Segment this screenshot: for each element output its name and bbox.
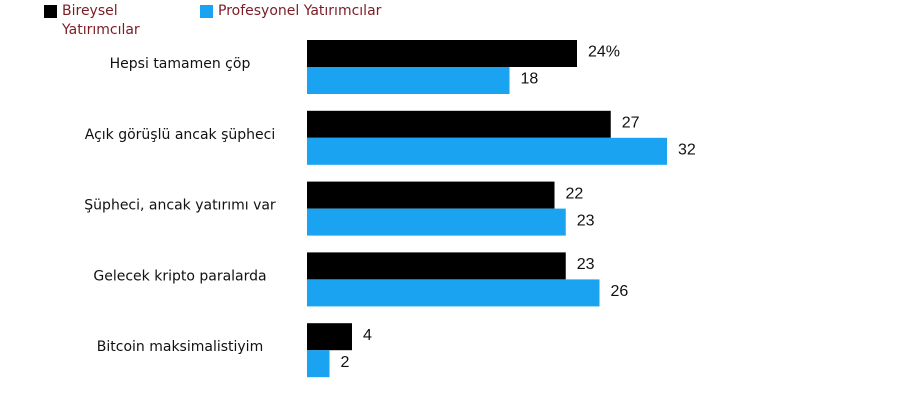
bar bbox=[307, 323, 352, 351]
legend-item: Profesyonel Yatırımcılar bbox=[200, 2, 460, 21]
value-label: 18 bbox=[521, 71, 539, 88]
value-label: 23 bbox=[577, 212, 595, 229]
bar bbox=[307, 181, 555, 209]
value-label: 2 bbox=[341, 354, 350, 371]
category-label: Bitcoin maksimalistiyim bbox=[97, 339, 263, 355]
category-label: Hepsi tamamen çöp bbox=[110, 56, 251, 72]
value-label: 32 bbox=[678, 142, 696, 159]
bar bbox=[307, 350, 330, 378]
value-label: 23 bbox=[577, 256, 595, 273]
legend-swatch bbox=[44, 5, 57, 18]
bar bbox=[307, 137, 667, 165]
value-label: 24% bbox=[588, 44, 620, 61]
value-label: 27 bbox=[622, 115, 640, 132]
value-label: 22 bbox=[566, 185, 584, 202]
category-label: Gelecek kripto paralarda bbox=[93, 268, 266, 284]
category-label: Açık görüşlü ancak şüpheci bbox=[85, 127, 275, 143]
value-label: 26 bbox=[611, 283, 629, 300]
value-label: 4 bbox=[363, 327, 372, 344]
bar bbox=[307, 279, 600, 307]
legend-swatch bbox=[200, 5, 213, 18]
bar bbox=[307, 67, 510, 94]
bar bbox=[307, 40, 577, 67]
legend-item: Bireysel Yatırımcılar bbox=[44, 2, 164, 40]
bar bbox=[307, 208, 566, 236]
legend: Bireysel Yatırımcılar Profesyonel Yatırım… bbox=[0, 0, 915, 40]
category-label: Şüpheci, ancak yatırımı var bbox=[84, 198, 276, 214]
bar bbox=[307, 110, 611, 138]
bar bbox=[307, 252, 566, 280]
legend-label: Bireysel Yatırımcılar bbox=[62, 3, 140, 38]
legend-label: Profesyonel Yatırımcılar bbox=[218, 3, 382, 19]
